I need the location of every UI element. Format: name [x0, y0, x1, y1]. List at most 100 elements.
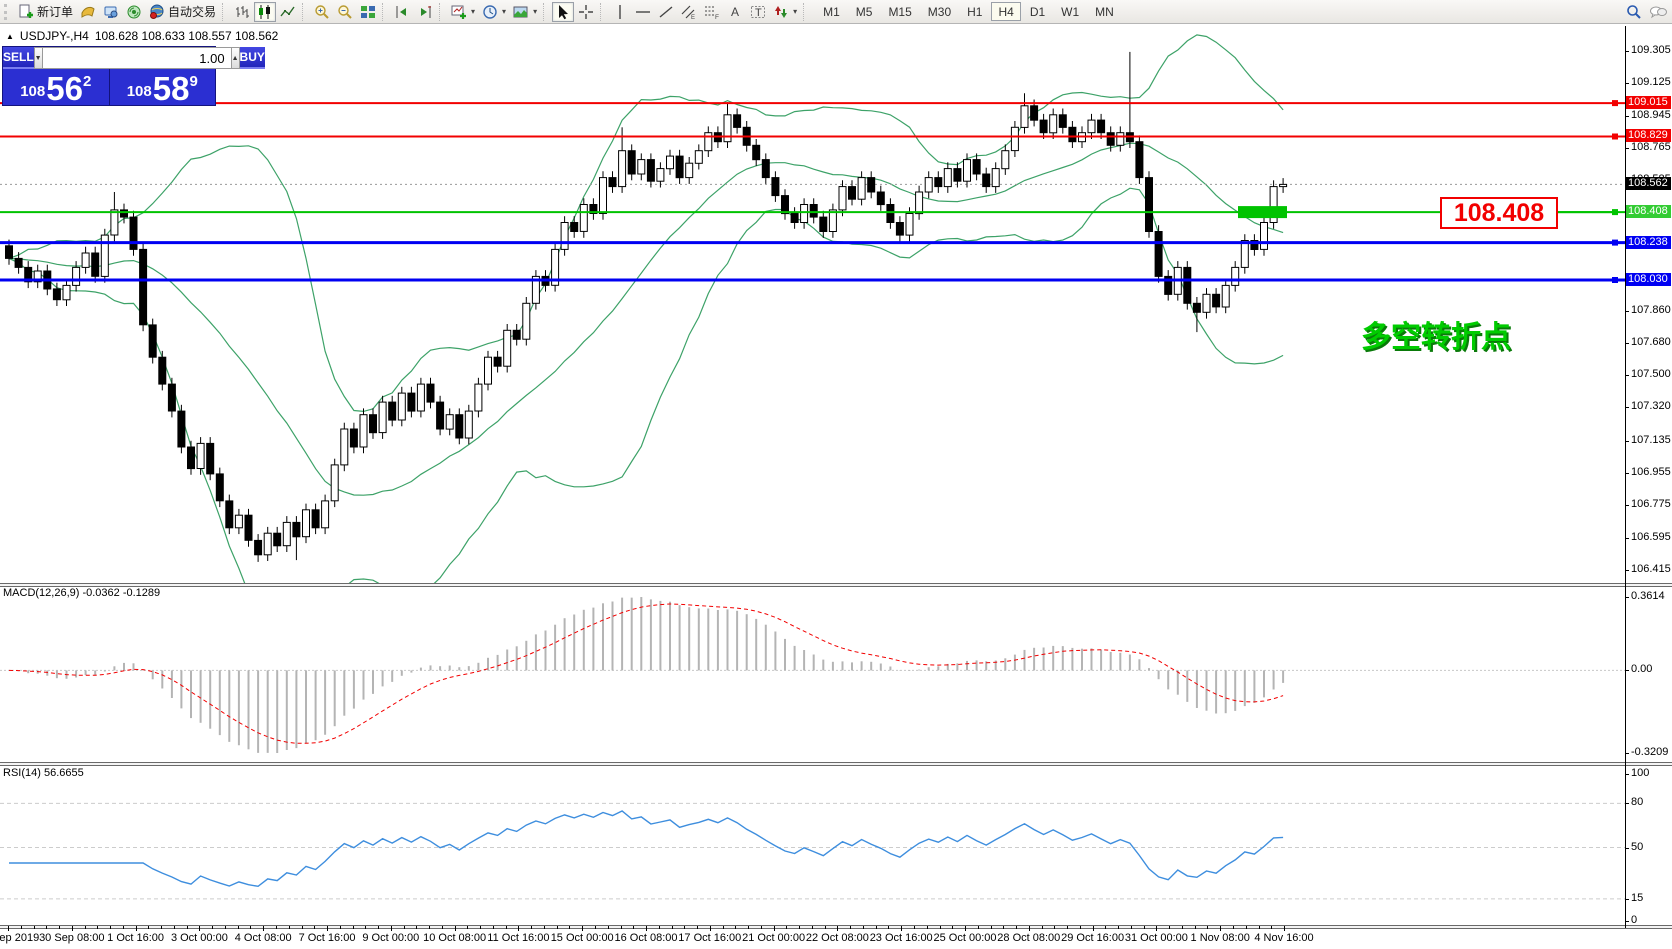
chat-icon — [1649, 4, 1667, 20]
main-chart-canvas[interactable] — [0, 26, 1625, 583]
volume-down-button[interactable]: ▼ — [33, 47, 43, 69]
timeframe-H4[interactable]: H4 — [991, 2, 1021, 21]
axis-tick — [1625, 310, 1629, 312]
trendline-icon — [658, 4, 674, 20]
buy-button[interactable]: BUY — [239, 47, 265, 69]
signals-button[interactable] — [123, 2, 145, 22]
time-minor-tick — [1258, 926, 1260, 929]
date-label: 10 Oct 08:00 — [423, 932, 487, 944]
price-line-label[interactable]: 108.238 — [1626, 235, 1671, 249]
turning-point-annotation[interactable]: 多空转折点 — [1361, 321, 1511, 354]
timeframe-M15[interactable]: M15 — [881, 2, 918, 21]
time-tick — [582, 926, 584, 931]
tile-windows-button[interactable] — [357, 2, 379, 22]
arrows-dropdown[interactable]: ▾ — [770, 2, 800, 22]
macd-panel-canvas[interactable] — [0, 585, 1625, 763]
autotrade-button[interactable]: 自动交易 — [146, 2, 219, 22]
new-chart-dropdown[interactable]: ▾ — [448, 2, 478, 22]
auto-scroll-icon — [417, 4, 433, 20]
toolbar-separator — [382, 2, 388, 21]
time-minor-tick — [850, 926, 852, 929]
crosshair-button[interactable] — [575, 2, 597, 22]
time-minor-tick — [888, 926, 890, 929]
time-minor-tick — [1130, 926, 1132, 929]
vertical-line-icon — [612, 4, 628, 20]
price-line-label[interactable]: 109.015 — [1626, 96, 1671, 110]
volume-input[interactable] — [42, 47, 231, 69]
zoom-out-button[interactable] — [334, 2, 356, 22]
time-minor-tick — [875, 926, 877, 929]
rsi-panel-canvas[interactable] — [0, 765, 1625, 925]
zoom-in-icon — [314, 4, 330, 20]
time-minor-tick — [735, 926, 737, 929]
ask-big-digits: 58 — [152, 69, 190, 107]
volume-up-button[interactable]: ▲ — [230, 47, 240, 69]
new-order-button[interactable]: 新订单 — [15, 2, 76, 22]
chat-button[interactable] — [1646, 2, 1670, 22]
time-minor-tick — [378, 926, 379, 929]
candlestick-chart-button[interactable] — [254, 1, 277, 22]
timeframe-H1[interactable]: H1 — [960, 2, 989, 21]
date-label: 29 Oct 16:00 — [1061, 932, 1125, 944]
virtual-hosting-icon — [103, 4, 119, 20]
trendline-button[interactable] — [655, 2, 677, 22]
time-minor-tick — [352, 926, 354, 929]
zoom-in-button[interactable] — [311, 2, 333, 22]
dropdown-caret-icon: ▾ — [471, 7, 476, 16]
bid-big-digits: 56 — [46, 69, 83, 107]
ask-price[interactable]: 108 58 9 — [110, 69, 216, 105]
sell-button[interactable]: SELL — [3, 47, 34, 69]
line-chart-button[interactable] — [277, 2, 299, 22]
date-label: 7 Oct 16:00 — [298, 932, 356, 944]
axis-tick — [1625, 774, 1629, 775]
time-minor-tick — [671, 926, 673, 929]
time-minor-tick — [276, 926, 277, 929]
equidistant-channel-button[interactable]: E — [678, 2, 700, 22]
horizontal-line-button[interactable] — [632, 2, 654, 22]
price-line-label[interactable]: 108.030 — [1626, 272, 1671, 286]
axis-tick — [1625, 921, 1629, 922]
panel-separator[interactable] — [0, 583, 1672, 587]
time-minor-tick — [110, 926, 112, 929]
time-minor-tick — [748, 926, 750, 929]
time-minor-tick — [20, 926, 22, 929]
price-line-label[interactable]: 108.829 — [1626, 129, 1671, 143]
template-dropdown[interactable]: ▾ — [510, 2, 540, 22]
time-tick — [327, 926, 328, 931]
shift-chart-button[interactable] — [391, 2, 413, 22]
panel-separator[interactable] — [0, 762, 1672, 766]
fibonacci-button[interactable]: F — [701, 2, 723, 22]
text-label-button[interactable]: T — [747, 2, 769, 22]
timeframe-M30[interactable]: M30 — [921, 2, 958, 21]
cursor-button[interactable] — [552, 1, 575, 22]
time-tick — [8, 926, 9, 931]
deposit-icon — [80, 4, 96, 20]
price-line-label[interactable]: 108.408 — [1626, 205, 1671, 219]
timeframe-M1[interactable]: M1 — [816, 2, 847, 21]
timeframe-W1[interactable]: W1 — [1054, 2, 1086, 21]
toolbar-grip[interactable] — [4, 3, 12, 20]
search-button[interactable] — [1623, 2, 1645, 22]
profiles-dropdown[interactable]: ▾ — [479, 2, 509, 22]
deposit-button[interactable] — [77, 2, 99, 22]
axis-tick — [1625, 473, 1629, 475]
time-tick — [646, 926, 647, 931]
virtual-hosting-button[interactable] — [100, 2, 122, 22]
tile-windows-icon — [360, 4, 376, 20]
bar-chart-button[interactable] — [231, 2, 253, 22]
search-icon — [1626, 4, 1642, 20]
text-button[interactable]: A — [724, 2, 746, 22]
timeframe-M5[interactable]: M5 — [849, 2, 880, 21]
date-label: 23 Oct 16:00 — [869, 932, 933, 944]
vertical-line-button[interactable] — [609, 2, 631, 22]
toolbar-separator — [302, 2, 308, 21]
timeframe-D1[interactable]: D1 — [1023, 2, 1052, 21]
time-minor-tick — [760, 926, 762, 929]
bid-price[interactable]: 108 56 2 — [3, 69, 110, 105]
price-callout-box[interactable]: 108.408 — [1440, 197, 1558, 230]
horizontal-line-icon — [635, 4, 651, 20]
auto-scroll-button[interactable] — [414, 2, 436, 22]
collapse-panel-icon[interactable]: ▲ — [6, 31, 14, 41]
timeframe-MN[interactable]: MN — [1088, 2, 1121, 21]
